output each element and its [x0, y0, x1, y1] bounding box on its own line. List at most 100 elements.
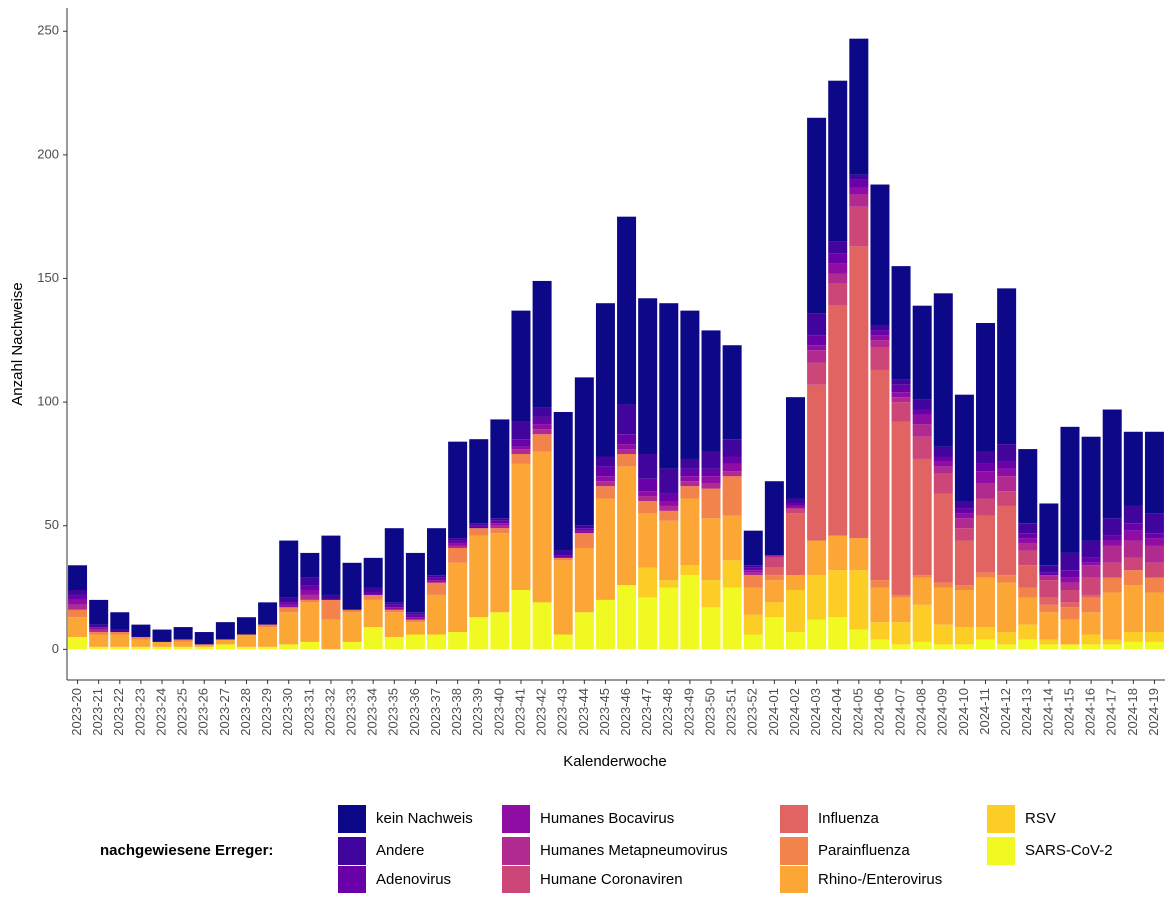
- bar-segment: [300, 552, 320, 578]
- legend-label: Influenza: [818, 810, 880, 827]
- bar-segment: [849, 179, 869, 188]
- x-tick-label: 2023-27: [217, 688, 232, 736]
- bar-segment: [1123, 641, 1143, 650]
- bar-segment: [1060, 426, 1080, 553]
- bar-segment: [870, 580, 890, 588]
- legend-swatch: [780, 805, 808, 833]
- bar-segment: [490, 528, 510, 534]
- bar-segment: [849, 187, 869, 195]
- bar-segment: [236, 646, 256, 650]
- bar-segment: [574, 547, 594, 613]
- bar-segment: [828, 305, 848, 536]
- bar-segment: [342, 609, 362, 613]
- bar-segment: [68, 565, 88, 591]
- bar-segment: [954, 585, 974, 591]
- bar-segment: [595, 498, 615, 600]
- bar-segment: [300, 585, 320, 591]
- bar-segment: [891, 266, 911, 380]
- bar-segment: [448, 562, 468, 633]
- bar-segment: [912, 436, 932, 459]
- bar-segment: [1060, 577, 1080, 583]
- bar-segment: [1123, 431, 1143, 506]
- bar-segment: [405, 614, 425, 618]
- bar-segment: [659, 580, 679, 588]
- y-axis-title: Anzahl Nachweise: [9, 282, 26, 405]
- bar-segment: [490, 523, 510, 526]
- bar-segment: [279, 644, 299, 650]
- bar-segment: [891, 392, 911, 398]
- bar-segment: [469, 617, 489, 650]
- bar-segment: [532, 416, 552, 425]
- bar-segment: [1102, 535, 1122, 541]
- bar-segment: [638, 597, 658, 650]
- bar-segment: [1018, 587, 1038, 598]
- bar-segment: [659, 587, 679, 650]
- bar-segment: [363, 594, 383, 600]
- legend-swatch: [987, 805, 1015, 833]
- bar-segment: [743, 565, 763, 568]
- bar-segment: [617, 585, 637, 650]
- bar-segment: [490, 518, 510, 521]
- bar-segment: [891, 402, 911, 422]
- bar-segment: [933, 461, 953, 467]
- x-tick-label: 2023-24: [153, 688, 168, 736]
- bar-segment: [89, 629, 109, 633]
- bar-segment: [680, 458, 700, 469]
- bar-segment: [1081, 612, 1101, 635]
- bar-segment: [849, 206, 869, 247]
- bar-segment: [595, 303, 615, 457]
- bar-segment: [110, 634, 130, 647]
- bar-segment: [321, 599, 341, 620]
- bar-segment: [215, 644, 235, 650]
- bar-segment: [427, 528, 447, 576]
- bar-segment: [954, 528, 974, 541]
- bar-segment: [511, 449, 531, 455]
- bar-segment: [933, 293, 953, 447]
- x-tick-label: 2023-25: [175, 688, 190, 736]
- bar-segment: [743, 575, 763, 588]
- bar-segment: [532, 602, 552, 650]
- x-tick-label: 2023-40: [491, 688, 506, 736]
- bar-segment: [110, 632, 130, 635]
- legend-label: RSV: [1025, 810, 1056, 827]
- x-tick-label: 2023-21: [90, 688, 105, 736]
- bar-segment: [1018, 523, 1038, 534]
- bar-segment: [574, 525, 594, 529]
- x-tick-label: 2023-46: [618, 688, 633, 736]
- bar-segment: [997, 444, 1017, 462]
- bar-segment: [1039, 565, 1059, 573]
- bar-segment: [553, 560, 573, 635]
- bar-segment: [617, 444, 637, 450]
- legend-title: nachgewiesene Erreger:: [100, 842, 273, 859]
- bar-segment: [976, 577, 996, 628]
- bar-segment: [849, 570, 869, 630]
- bar-segment: [659, 303, 679, 469]
- x-tick-label: 2023-52: [745, 688, 760, 736]
- bar-segment: [785, 590, 805, 633]
- bar-segment: [807, 350, 827, 363]
- y-tick-label: 150: [37, 270, 59, 285]
- x-tick-label: 2024-08: [914, 688, 929, 736]
- bar-segment: [279, 602, 299, 605]
- bar-segment: [279, 604, 299, 608]
- bar-segment: [1123, 505, 1143, 524]
- bar-segment: [807, 362, 827, 385]
- bar-segment: [828, 283, 848, 306]
- bar-segment: [997, 476, 1017, 492]
- bar-segment: [891, 597, 911, 623]
- bar-segment: [891, 644, 911, 650]
- bar-segment: [785, 505, 805, 509]
- bar-segment: [870, 335, 890, 341]
- bar-segment: [1144, 431, 1164, 514]
- x-tick-label: 2023-30: [280, 688, 295, 736]
- x-tick-label: 2024-13: [1019, 688, 1034, 736]
- bar-segment: [511, 439, 531, 447]
- bar-segment: [785, 513, 805, 576]
- bar-segment: [722, 439, 742, 457]
- bar-segment: [469, 528, 489, 536]
- bar-segment: [722, 471, 742, 477]
- bar-segment: [617, 216, 637, 405]
- bar-segment: [954, 513, 974, 519]
- bar-segment: [912, 305, 932, 400]
- bar-segment: [997, 575, 1017, 583]
